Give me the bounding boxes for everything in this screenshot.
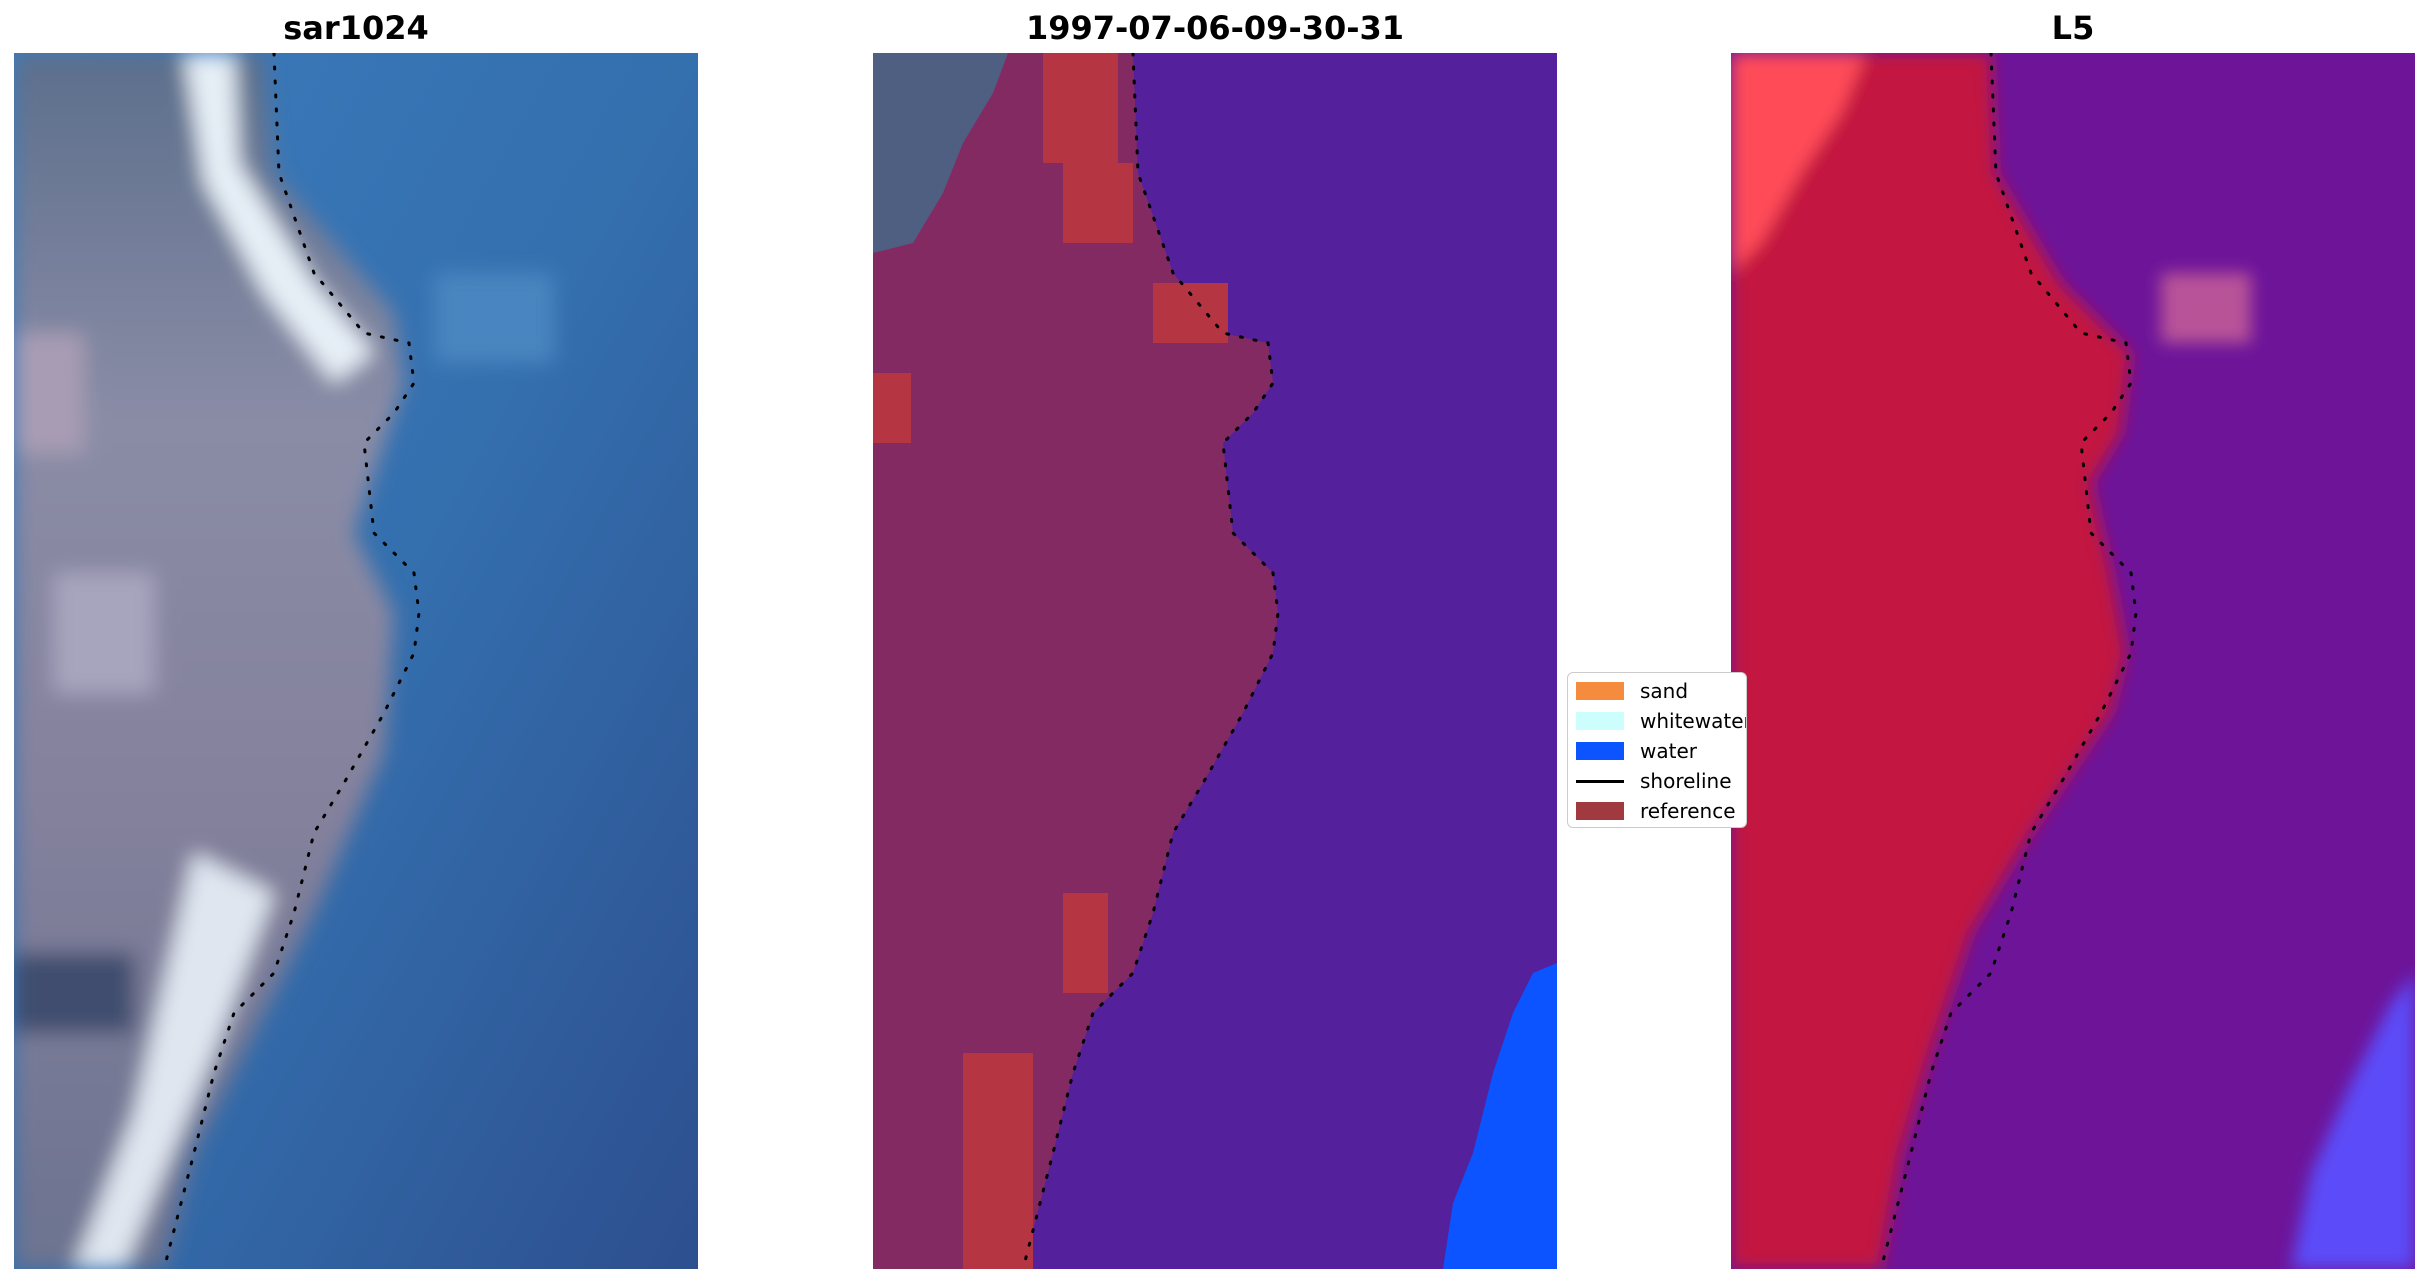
classified-image-panel [873,53,1557,1269]
l5-image [1731,53,2415,1269]
legend-label-sand: sand [1640,679,1689,703]
sand-swatch [1576,682,1624,700]
panel-title-rgb: sar1024 [283,9,429,47]
panel-title-classified: 1997-07-06-09-30-31 [1025,9,1405,47]
rgb-image-panel [14,53,698,1269]
legend-label-reference: reference [1640,799,1736,823]
water-swatch [1576,742,1624,760]
classified-image [873,53,1557,1269]
legend-item-water: water [1576,737,1697,765]
legend-item-shoreline: shoreline [1576,767,1732,795]
whitewater-swatch [1576,712,1624,730]
panel-title-l5: L5 [2051,9,2095,47]
legend-item-sand: sand [1576,677,1688,705]
shoreline-line [1576,779,1624,783]
rgb-image [14,53,698,1269]
legend: sand whitewater water shoreline referenc… [1567,672,1747,828]
legend-label-whitewater: whitewater [1640,709,1747,733]
legend-item-reference: reference [1576,797,1736,825]
legend-label-shoreline: shoreline [1640,769,1732,793]
legend-item-whitewater: whitewater [1576,707,1747,735]
l5-image-panel [1731,53,2415,1269]
reference-swatch [1576,802,1624,820]
legend-label-water: water [1640,739,1697,763]
